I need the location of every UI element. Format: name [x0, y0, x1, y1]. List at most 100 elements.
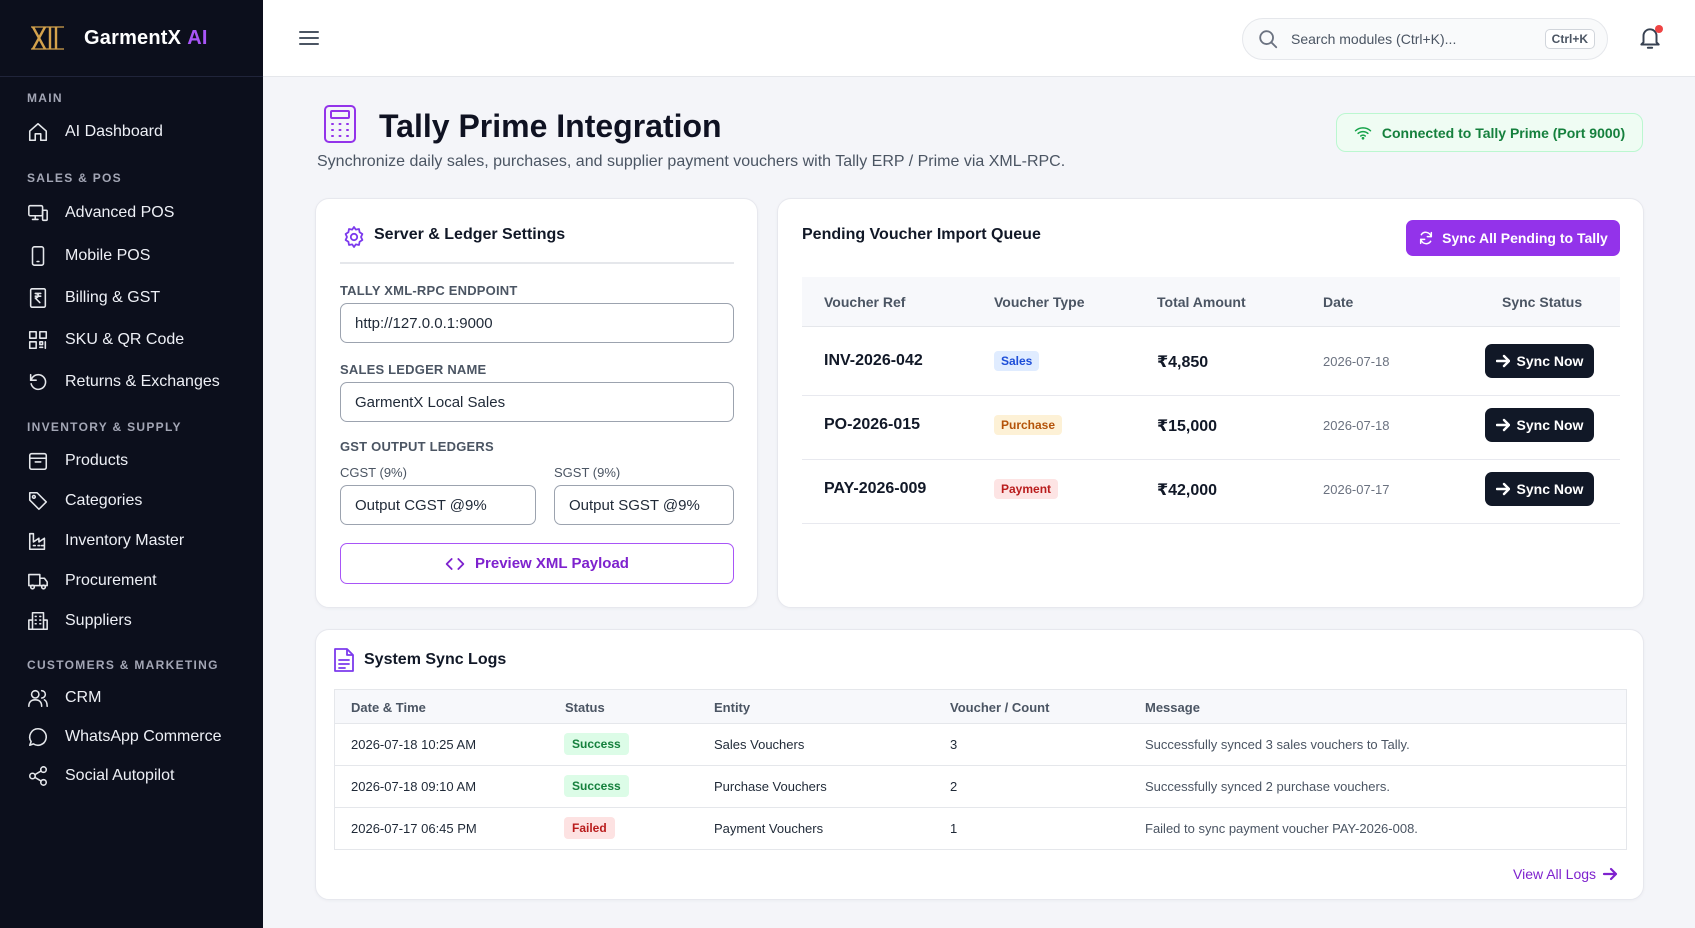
- sidebar-item-label: Suppliers: [65, 612, 132, 629]
- share-icon: [26, 764, 50, 788]
- sidebar-item-categories[interactable]: Categories: [26, 489, 142, 513]
- wifi-icon: [1354, 126, 1372, 140]
- log-status-badge: Success: [564, 775, 629, 797]
- sidebar-item-procurement[interactable]: Procurement: [26, 569, 157, 593]
- voucher-type-badge: Payment: [994, 479, 1059, 499]
- connection-status-badge: Connected to Tally Prime (Port 9000): [1336, 113, 1643, 152]
- calculator-icon: [322, 104, 358, 144]
- voucher-ref: INV-2026-042: [824, 352, 923, 369]
- log-row: 2026-07-18 09:10 AM Success Purchase Vou…: [334, 766, 1627, 808]
- sidebar-item-label: Advanced POS: [65, 204, 175, 221]
- users-icon: [26, 686, 50, 710]
- notification-bell[interactable]: [1637, 25, 1663, 51]
- chat-bubble-icon: [26, 725, 50, 749]
- log-entity: Purchase Vouchers: [714, 779, 827, 794]
- sidebar-item-label: Procurement: [65, 572, 157, 589]
- arrow-right-icon: [1602, 867, 1618, 881]
- voucher-type-badge: Purchase: [994, 415, 1063, 435]
- log-datetime: 2026-07-18 09:10 AM: [351, 779, 477, 794]
- log-status-badge: Success: [564, 733, 629, 755]
- preview-xml-button[interactable]: Preview XML Payload: [340, 543, 734, 584]
- search-box: Ctrl+K: [1242, 18, 1608, 60]
- column-header: Total Amount: [1157, 294, 1246, 310]
- sidebar-item-label: AI Dashboard: [65, 123, 163, 140]
- sidebar-item-advanced-pos[interactable]: Advanced POS: [26, 201, 174, 225]
- document-icon: [333, 647, 355, 673]
- brand[interactable]: GarmentX AI: [0, 0, 263, 77]
- tag-icon: [26, 489, 50, 513]
- notification-dot: [1655, 25, 1663, 33]
- queue-table-header: Voucher Ref Voucher Type Total Amount Da…: [802, 277, 1620, 327]
- column-header: Message: [1145, 700, 1200, 715]
- sync-now-button[interactable]: Sync Now: [1485, 408, 1594, 442]
- sidebar-item-label: WhatsApp Commerce: [65, 728, 222, 745]
- sidebar-item-ai-dashboard[interactable]: AI Dashboard: [26, 120, 163, 144]
- section-label-customers-marketing: CUSTOMERS & MARKETING: [27, 658, 219, 672]
- voucher-ref: PO-2026-015: [824, 416, 921, 433]
- log-count: 2: [950, 779, 958, 794]
- sgst-input[interactable]: [554, 485, 734, 525]
- gst-ledgers-label: GST OUTPUT LEDGERS: [340, 439, 494, 454]
- sync-all-button[interactable]: Sync All Pending to Tally: [1406, 220, 1620, 256]
- sync-now-button[interactable]: Sync Now: [1485, 344, 1594, 378]
- sync-now-button[interactable]: Sync Now: [1485, 472, 1594, 506]
- voucher-date: 2026-07-18: [1323, 418, 1390, 433]
- view-all-logs-link[interactable]: View All Logs: [1513, 866, 1618, 882]
- section-label-main: MAIN: [27, 91, 63, 105]
- log-message: Failed to sync payment voucher PAY-2026-…: [1145, 821, 1418, 836]
- log-row: 2026-07-18 10:25 AM Success Sales Vouche…: [334, 724, 1627, 766]
- endpoint-input[interactable]: [340, 303, 734, 343]
- voucher-amount: ₹42,000: [1157, 482, 1218, 499]
- page-subtitle: Synchronize daily sales, purchases, and …: [317, 153, 1066, 170]
- sidebar-item-crm[interactable]: CRM: [26, 686, 101, 710]
- code-icon: [445, 557, 465, 570]
- smartphone-icon: [26, 244, 50, 268]
- sidebar-item-sku-qr[interactable]: SKU & QR Code: [26, 328, 184, 352]
- sidebar-item-products[interactable]: Products: [26, 449, 128, 473]
- arrow-right-icon: [1495, 418, 1510, 432]
- log-count: 1: [950, 821, 958, 836]
- log-entity: Payment Vouchers: [714, 821, 824, 836]
- arrow-right-icon: [1495, 482, 1510, 496]
- log-message: Successfully synced 3 sales vouchers to …: [1145, 737, 1410, 752]
- logs-title: System Sync Logs: [364, 651, 507, 668]
- sidebar-item-mobile-pos[interactable]: Mobile POS: [26, 244, 150, 268]
- sidebar-item-billing-gst[interactable]: Billing & GST: [26, 286, 160, 310]
- sidebar-item-label: Social Autopilot: [65, 767, 175, 784]
- sidebar-item-label: Returns & Exchanges: [65, 373, 220, 390]
- voucher-type-badge: Sales: [994, 351, 1040, 371]
- column-header: Sync Status: [1502, 294, 1583, 310]
- search-input[interactable]: [1291, 31, 1541, 47]
- sales-ledger-label: SALES LEDGER NAME: [340, 362, 487, 377]
- qr-code-icon: [26, 328, 50, 352]
- log-datetime: 2026-07-18 10:25 AM: [351, 737, 477, 752]
- sales-ledger-input[interactable]: [340, 382, 734, 422]
- cgst-input[interactable]: [340, 485, 536, 525]
- column-header: Entity: [714, 700, 751, 715]
- sidebar-item-whatsapp-commerce[interactable]: WhatsApp Commerce: [26, 725, 222, 749]
- sidebar-item-label: Categories: [65, 492, 143, 509]
- menu-icon[interactable]: [298, 27, 320, 49]
- gear-icon: [342, 225, 366, 249]
- topbar: Ctrl+K: [263, 0, 1695, 77]
- voucher-queue-card: Pending Voucher Import Queue Sync All Pe…: [777, 198, 1644, 608]
- endpoint-label: TALLY XML-RPC ENDPOINT: [340, 283, 518, 298]
- receipt-icon: [26, 286, 50, 310]
- sidebar-item-label: CRM: [65, 689, 102, 706]
- sidebar-item-social-autopilot[interactable]: Social Autopilot: [26, 764, 174, 788]
- sidebar-item-returns-exchanges[interactable]: Returns & Exchanges: [26, 370, 220, 394]
- voucher-date: 2026-07-17: [1323, 482, 1390, 497]
- column-header: Voucher Ref: [824, 294, 906, 310]
- home-icon: [26, 120, 50, 144]
- building-icon: [26, 609, 50, 633]
- log-status-badge: Failed: [564, 817, 615, 839]
- bell-icon: [1640, 28, 1660, 49]
- settings-title: Server & Ledger Settings: [374, 226, 566, 243]
- sidebar-item-suppliers[interactable]: Suppliers: [26, 609, 132, 633]
- table-row: PO-2026-015 Purchase ₹15,000 2026-07-18 …: [802, 391, 1620, 460]
- sidebar-item-inventory-master[interactable]: Inventory Master: [26, 529, 184, 553]
- divider: [340, 262, 734, 264]
- log-message: Successfully synced 2 purchase vouchers.: [1145, 779, 1390, 794]
- sgst-label: SGST (9%): [554, 465, 621, 480]
- sidebar: GarmentX AI MAIN AI Dashboard SALES & POS…: [0, 0, 263, 928]
